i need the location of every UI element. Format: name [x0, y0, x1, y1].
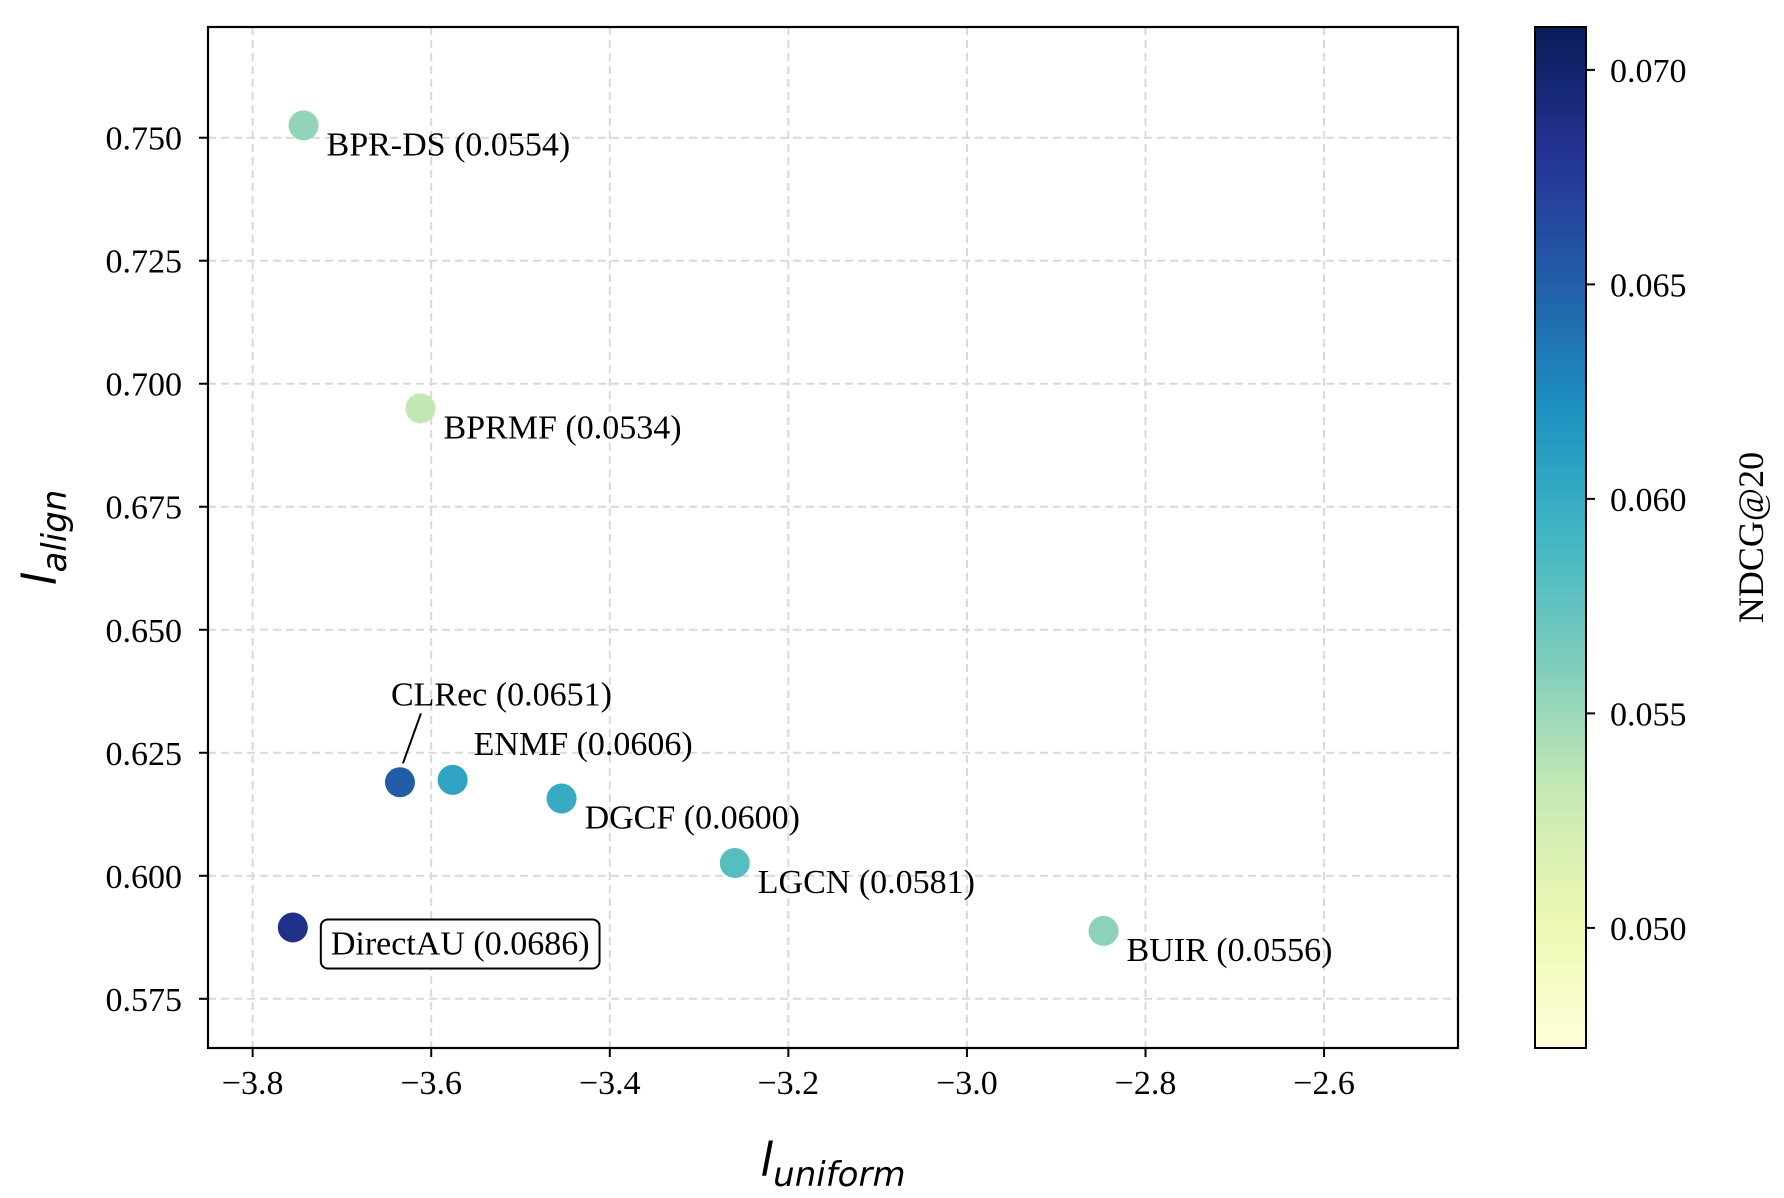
point-bpr-ds[interactable] [288, 110, 319, 141]
colorbar-tick-label: 0.070 [1610, 53, 1687, 90]
colorbar-title: NDCG@20 [1731, 452, 1771, 623]
colorbar [1534, 26, 1587, 1049]
point-label-lgcn: LGCN (0.0581) [758, 864, 975, 901]
y-tick-label: 0.650 [106, 613, 183, 650]
directau-label-box [319, 918, 601, 970]
y-tick-label: 0.625 [106, 736, 183, 773]
point-dgcf[interactable] [546, 783, 577, 814]
colorbar-tick-label: 0.060 [1610, 482, 1687, 519]
y-tick-label: 0.575 [106, 982, 183, 1019]
y-tick-label: 0.600 [106, 859, 183, 896]
point-label-enmf: ENMF (0.0606) [474, 726, 693, 763]
y-axis-title: lalign [13, 490, 75, 586]
y-tick-label: 0.700 [106, 367, 183, 404]
point-label-clrec: CLRec (0.0651) [391, 676, 612, 713]
y-tick-label: 0.675 [106, 490, 183, 527]
y-tick-label: 0.725 [106, 244, 183, 281]
colorbar-tick-label: 0.050 [1610, 911, 1687, 948]
x-tick-label: −3.6 [400, 1065, 462, 1102]
x-tick-label: −2.6 [1293, 1065, 1355, 1102]
point-label-bprmf: BPRMF (0.0534) [444, 409, 682, 446]
x-axis-title: luniform [760, 1133, 905, 1195]
x-tick-label: −3.4 [579, 1065, 641, 1102]
colorbar-tick-label: 0.065 [1610, 267, 1687, 304]
x-tick-label: −2.8 [1115, 1065, 1177, 1102]
point-buir[interactable] [1088, 915, 1119, 946]
x-tick-label: −3.2 [758, 1065, 820, 1102]
point-bprmf[interactable] [405, 393, 436, 424]
point-clrec[interactable] [384, 767, 415, 798]
x-tick-label: −3.8 [222, 1065, 284, 1102]
clrec-leader-line [402, 712, 422, 764]
point-label-buir: BUIR (0.0556) [1127, 932, 1333, 969]
plot-frame [206, 25, 1460, 1050]
x-tick-label: −3.0 [936, 1065, 998, 1102]
point-label-bpr-ds: BPR-DS (0.0554) [327, 126, 571, 163]
colorbar-tick-label: 0.055 [1610, 696, 1687, 733]
point-directau[interactable] [277, 912, 308, 943]
point-enmf[interactable] [437, 764, 468, 795]
point-label-dgcf: DGCF (0.0600) [585, 800, 800, 837]
point-lgcn[interactable] [719, 847, 750, 878]
y-tick-label: 0.750 [106, 121, 183, 158]
point-label-directau: DirectAU (0.0686) [331, 925, 590, 962]
